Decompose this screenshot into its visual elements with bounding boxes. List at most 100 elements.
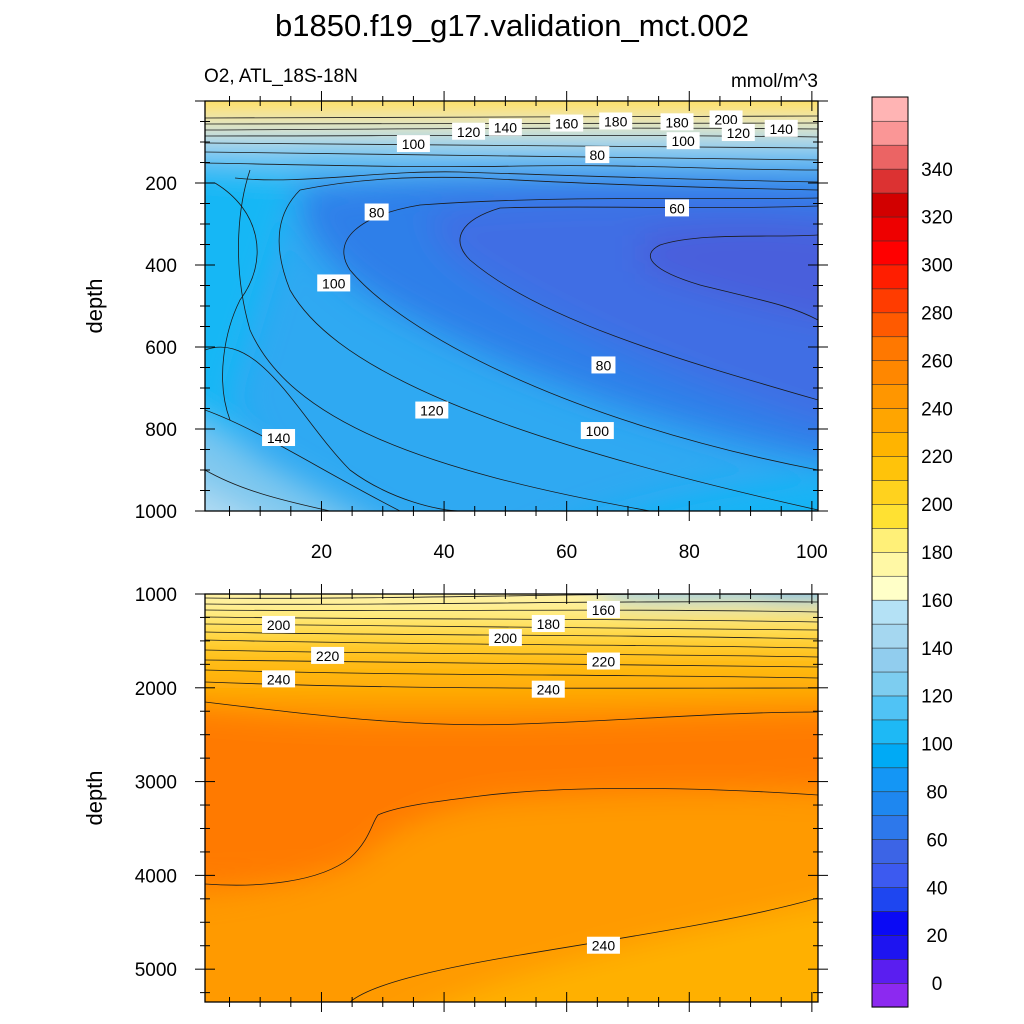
contour-label: 180 bbox=[531, 615, 565, 633]
y-tick-label: 4000 bbox=[135, 866, 177, 887]
x-tick-label: 60 bbox=[556, 542, 577, 563]
colorbar-swatch bbox=[871, 408, 909, 433]
colorbar-swatch bbox=[871, 575, 909, 601]
contour-label: 200 bbox=[709, 110, 743, 128]
contour-label: 240 bbox=[586, 936, 620, 954]
contour-label: 120 bbox=[721, 123, 755, 141]
colorbar-label: 0 bbox=[932, 974, 943, 995]
colorbar-label: 100 bbox=[921, 735, 953, 756]
svg-text:60: 60 bbox=[669, 200, 685, 216]
colorbar-label: 160 bbox=[921, 591, 953, 612]
colorbar-swatch bbox=[871, 910, 909, 936]
colorbar: 0 20 40 60 80 100 120 140 160 180 200 220 240 260 280 3… bbox=[871, 96, 953, 1008]
contour-label: 180 bbox=[660, 113, 694, 131]
colorbar-swatch bbox=[871, 216, 909, 242]
svg-text:200: 200 bbox=[267, 617, 291, 633]
svg-text:220: 220 bbox=[316, 648, 340, 664]
contour-label: 80 bbox=[591, 356, 616, 374]
contour-label: 220 bbox=[586, 652, 620, 670]
svg-text:160: 160 bbox=[555, 116, 579, 132]
y-tick-label: 3000 bbox=[135, 773, 177, 794]
colorbar-swatch bbox=[871, 719, 909, 745]
svg-text:240: 240 bbox=[537, 682, 561, 698]
y-tick-label: 400 bbox=[145, 256, 177, 277]
contour-label: 200 bbox=[488, 629, 522, 647]
contour-label: 100 bbox=[317, 274, 351, 292]
contour-label: 80 bbox=[585, 146, 610, 164]
svg-text:100: 100 bbox=[322, 275, 346, 291]
upper-y-axis-label: depth bbox=[82, 278, 107, 333]
svg-text:120: 120 bbox=[420, 403, 444, 419]
svg-text:100: 100 bbox=[586, 423, 610, 439]
colorbar-label: 20 bbox=[926, 926, 947, 947]
colorbar-label: 40 bbox=[926, 878, 947, 899]
svg-text:140: 140 bbox=[770, 121, 794, 137]
contour-label: 220 bbox=[311, 646, 345, 664]
colorbar-swatch bbox=[871, 360, 909, 385]
contour-label: 160 bbox=[586, 600, 620, 618]
colorbar-swatch bbox=[871, 479, 909, 505]
colorbar-label: 340 bbox=[921, 160, 953, 181]
contour-label: 180 bbox=[599, 112, 633, 130]
svg-text:240: 240 bbox=[592, 938, 616, 954]
contour-label: 200 bbox=[262, 615, 296, 633]
svg-text:180: 180 bbox=[604, 114, 628, 130]
colorbar-swatch bbox=[871, 384, 909, 409]
colorbar-swatch bbox=[871, 312, 909, 338]
colorbar-label: 320 bbox=[921, 208, 953, 229]
svg-text:120: 120 bbox=[457, 124, 481, 140]
colorbar-swatch bbox=[871, 743, 909, 769]
colorbar-swatch bbox=[871, 192, 909, 218]
y-tick-label: 5000 bbox=[135, 960, 177, 981]
svg-text:120: 120 bbox=[727, 125, 751, 141]
svg-text:200: 200 bbox=[494, 630, 518, 646]
colorbar-swatch bbox=[871, 431, 909, 457]
colorbar-swatch bbox=[871, 120, 909, 146]
contour-label: 80 bbox=[364, 203, 389, 221]
svg-text:180: 180 bbox=[665, 114, 689, 130]
contour-label: 140 bbox=[764, 119, 798, 137]
colorbar-label: 280 bbox=[921, 304, 953, 325]
colorbar-swatch bbox=[871, 551, 909, 577]
contour-label: 60 bbox=[665, 199, 690, 217]
variable-region-label: O2, ATL_18S-18N bbox=[204, 66, 358, 87]
x-tick-label: 100 bbox=[796, 542, 828, 563]
colorbar-label: 200 bbox=[921, 495, 953, 516]
colorbar-swatch bbox=[871, 767, 909, 793]
colorbar-swatch bbox=[871, 671, 909, 697]
contour-label: 140 bbox=[262, 429, 296, 447]
lower-contour-labels: 200 220 240 200 180 160 220 240 240 bbox=[262, 600, 620, 954]
units-label: mmol/m^3 bbox=[731, 71, 818, 92]
figure-title: b1850.f19_g17.validation_mct.002 bbox=[275, 8, 749, 43]
lower-y-axis-label: depth bbox=[82, 770, 107, 825]
svg-text:80: 80 bbox=[590, 147, 606, 163]
colorbar-swatch bbox=[871, 455, 909, 481]
colorbar-label: 300 bbox=[921, 256, 953, 277]
x-tick-label: 40 bbox=[433, 542, 454, 563]
svg-text:180: 180 bbox=[537, 616, 561, 632]
contour-label: 100 bbox=[396, 135, 430, 153]
lower-plot-frame bbox=[204, 593, 819, 1003]
y-tick-label: 2000 bbox=[135, 679, 177, 700]
y-tick-label: 800 bbox=[145, 420, 177, 441]
x-tick-label: 80 bbox=[679, 542, 700, 563]
colorbar-label: 240 bbox=[921, 399, 953, 420]
colorbar-swatch bbox=[871, 503, 909, 529]
colorbar-swatch bbox=[871, 264, 909, 290]
contour-label: 160 bbox=[550, 114, 584, 132]
colorbar-label: 260 bbox=[921, 351, 953, 372]
y-tick-label: 200 bbox=[145, 174, 177, 195]
svg-text:160: 160 bbox=[592, 602, 616, 618]
contour-label: 140 bbox=[488, 118, 522, 136]
colorbar-swatch bbox=[871, 288, 909, 314]
colorbar-swatch bbox=[871, 791, 909, 817]
colorbar-label: 80 bbox=[926, 782, 947, 803]
colorbar-label: 220 bbox=[921, 447, 953, 468]
colorbar-swatch bbox=[871, 647, 909, 673]
contour-label: 100 bbox=[580, 422, 614, 440]
y-tick-label: 1000 bbox=[135, 502, 177, 523]
colorbar-swatch bbox=[871, 863, 909, 888]
